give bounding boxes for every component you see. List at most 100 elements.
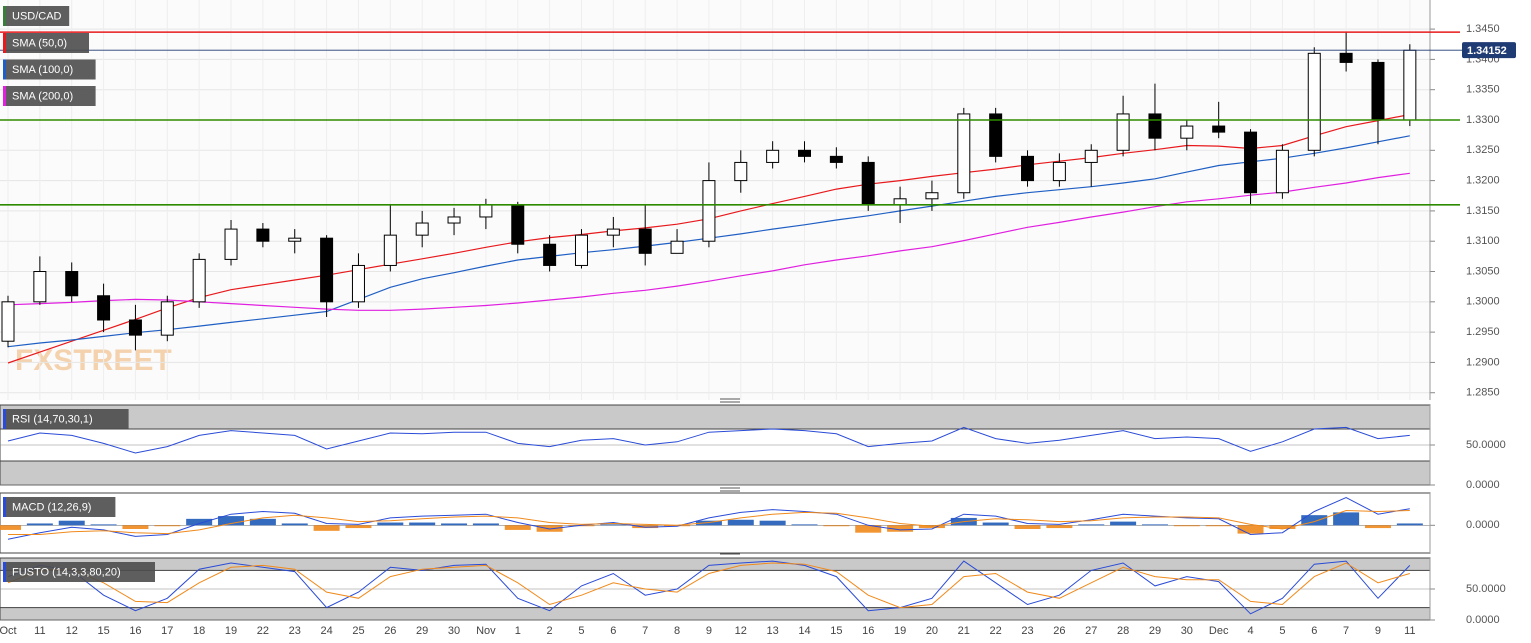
- x-tick-label: 16: [862, 625, 874, 637]
- histogram-bar: [1046, 525, 1073, 529]
- histogram-bar: [1110, 521, 1137, 526]
- x-tick-label: 22: [257, 625, 269, 637]
- legend-swatch: [3, 409, 6, 429]
- panel-separators: [720, 398, 740, 555]
- candle-body: [1275, 149, 1289, 194]
- candle-body: [702, 180, 716, 242]
- histogram-bar: [1301, 515, 1328, 526]
- y-tick-label: 1.3100: [1466, 235, 1500, 247]
- candle-body: [574, 234, 588, 266]
- x-tick-label: 25: [352, 625, 364, 637]
- candle-body: [128, 319, 142, 336]
- x-tick-label: 14: [798, 625, 810, 637]
- overbought-band: [0, 557, 1431, 571]
- histogram-bar: [218, 516, 245, 526]
- histogram-bar: [855, 525, 882, 533]
- y-tick-label: 0.0000: [1466, 519, 1500, 531]
- x-tick-label: 30: [1181, 625, 1193, 637]
- x-tick-label: 23: [1021, 625, 1033, 637]
- histogram-bar: [1396, 523, 1423, 526]
- histogram-bar: [441, 523, 468, 526]
- indicator-line: [7, 560, 1411, 615]
- candle-body: [925, 192, 939, 200]
- x-tick-label: 19: [894, 625, 906, 637]
- candle-body: [224, 228, 238, 260]
- legend-label: MACD (12,26,9): [12, 501, 91, 513]
- x-tick-label: 9: [1375, 625, 1381, 637]
- histogram-bar: [791, 524, 818, 526]
- x-tick-label: 4: [1247, 625, 1253, 637]
- candle-body: [1244, 131, 1258, 194]
- x-tick-label: 19: [225, 625, 237, 637]
- x-tick-label: 1: [515, 625, 521, 637]
- candle-body: [606, 228, 620, 236]
- histogram-bar: [377, 522, 404, 526]
- y-tick-label: 1.3450: [1466, 23, 1500, 35]
- histogram-bar: [281, 523, 308, 526]
- y-tick-label: 50.0000: [1466, 583, 1506, 595]
- histogram-bar: [249, 518, 276, 526]
- legend-box: [3, 6, 70, 26]
- histogram-bar: [1078, 524, 1105, 526]
- candle-body: [798, 149, 811, 157]
- x-tick-label: 29: [1149, 625, 1161, 637]
- legend-box: [3, 59, 96, 80]
- candle-body: [1307, 52, 1321, 151]
- y-tick-label: 1.2950: [1466, 326, 1500, 338]
- x-tick-label: 24: [320, 625, 332, 637]
- x-tick-label: 26: [1053, 625, 1065, 637]
- histogram-bar: [1364, 525, 1391, 529]
- histogram-bar: [1173, 525, 1200, 527]
- y-tick-label: 1.3000: [1466, 296, 1500, 308]
- histogram-bar: [823, 525, 850, 527]
- candle-body: [192, 258, 206, 303]
- y-tick-label: 1.3250: [1466, 144, 1500, 156]
- x-tick-label: 2: [547, 625, 553, 637]
- candle-body: [1021, 155, 1035, 182]
- legend-swatch: [3, 497, 6, 517]
- candle-body: [1052, 161, 1066, 182]
- histogram-bar: [982, 522, 1009, 526]
- y-tick-label: 1.3400: [1466, 53, 1500, 65]
- x-tick-label: 15: [830, 625, 842, 637]
- histogram-bar: [600, 524, 627, 526]
- x-tick-label: 13: [767, 625, 779, 637]
- candle-body: [479, 204, 493, 218]
- histogram-bar: [1141, 524, 1168, 526]
- histogram-bar: [345, 525, 372, 529]
- candle-body: [1084, 149, 1098, 163]
- oversold-band: [0, 460, 1431, 486]
- legend-label: SMA (200,0): [12, 90, 73, 102]
- candle-body: [383, 234, 397, 266]
- candle-body: [1148, 113, 1162, 139]
- legend-label: RSI (14,70,30,1): [12, 413, 93, 425]
- x-tick-label: 6: [1311, 625, 1317, 637]
- legend-swatch: [3, 86, 6, 106]
- candle-body: [33, 271, 47, 303]
- x-tick-label: 27: [1085, 625, 1097, 637]
- histogram-bar: [887, 525, 914, 532]
- indicator-line: [8, 509, 1410, 535]
- candle-body: [288, 237, 302, 242]
- oversold-band: [0, 607, 1431, 621]
- candle-body: [415, 222, 429, 236]
- histogram-bar: [90, 524, 117, 526]
- y-tick-label: 1.2850: [1466, 387, 1500, 399]
- candle-body: [65, 271, 79, 297]
- x-tick-label: 7: [642, 625, 648, 637]
- legend-label: FUSTO (14,3,3,80,20): [12, 566, 121, 578]
- histogram-bar: [122, 525, 149, 529]
- candle-body: [893, 198, 907, 206]
- histogram-bar: [759, 520, 786, 526]
- y-tick-label: 1.3300: [1466, 114, 1500, 126]
- x-tick-label: Oct: [0, 625, 17, 637]
- y-tick-label: 1.3150: [1466, 205, 1500, 217]
- legend-swatch: [3, 6, 6, 26]
- x-tick-label: 17: [161, 625, 173, 637]
- histogram-bar: [1014, 525, 1041, 529]
- candle-body: [1212, 125, 1226, 133]
- x-tick-label: 5: [1279, 625, 1285, 637]
- legend-swatch: [3, 33, 6, 53]
